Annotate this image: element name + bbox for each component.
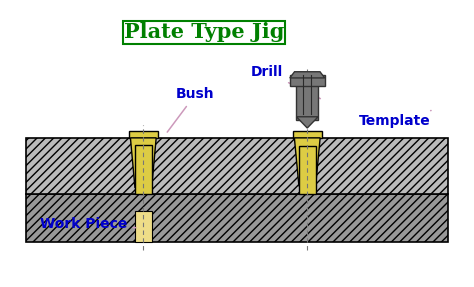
Text: Plate Type Jig: Plate Type Jig <box>124 22 284 42</box>
Bar <box>135 211 152 242</box>
Polygon shape <box>296 117 318 128</box>
Bar <box>299 146 316 194</box>
Text: Work Piece: Work Piece <box>40 217 136 231</box>
Polygon shape <box>290 72 325 78</box>
Polygon shape <box>130 138 156 187</box>
Bar <box>26 194 448 242</box>
Bar <box>129 131 157 138</box>
Text: Template: Template <box>359 110 431 128</box>
Bar <box>135 145 152 194</box>
Bar <box>290 75 325 86</box>
Text: Bush: Bush <box>167 88 215 132</box>
Bar <box>296 75 318 120</box>
Bar <box>293 131 321 138</box>
Text: Drill: Drill <box>251 65 320 99</box>
Polygon shape <box>294 138 320 186</box>
Bar <box>26 138 448 194</box>
